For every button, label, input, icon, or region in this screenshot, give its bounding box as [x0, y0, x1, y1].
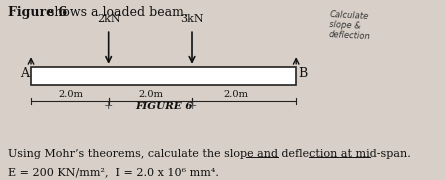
Text: +: + — [187, 101, 197, 111]
Text: FIGURE 6: FIGURE 6 — [135, 102, 192, 111]
Text: 3kN: 3kN — [180, 14, 204, 24]
Text: Using Mohr’s theorems, calculate the slope and deflection at mid-span.: Using Mohr’s theorems, calculate the slo… — [8, 149, 411, 159]
Text: 2.0m: 2.0m — [138, 90, 163, 99]
Text: Figure 6: Figure 6 — [8, 6, 67, 19]
Text: 2.0m: 2.0m — [58, 90, 83, 99]
Text: B: B — [299, 68, 307, 80]
FancyBboxPatch shape — [31, 67, 296, 85]
Text: 2.0m: 2.0m — [223, 90, 248, 99]
Text: +: + — [104, 101, 113, 111]
Text: E = 200 KN/mm²,  I = 2.0 x 10⁶ mm⁴.: E = 200 KN/mm², I = 2.0 x 10⁶ mm⁴. — [8, 168, 219, 177]
Text: 2kN: 2kN — [97, 14, 121, 24]
Text: shows a loaded beam.: shows a loaded beam. — [44, 6, 188, 19]
Text: A: A — [20, 68, 29, 80]
Text: Calculate
slope &
deflection: Calculate slope & deflection — [328, 10, 372, 42]
